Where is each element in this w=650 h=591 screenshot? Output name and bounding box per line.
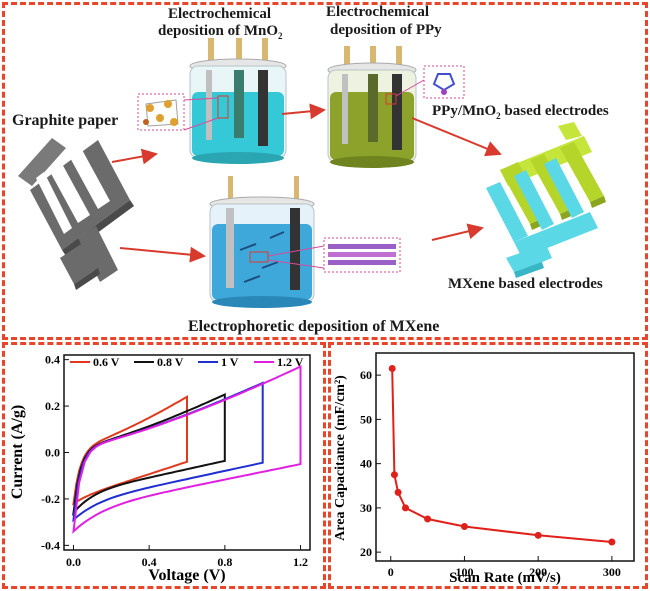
capacitance-point (534, 531, 542, 539)
cv-curve-0p8v (72, 392, 226, 517)
capacitance-x-tick-label: 300 (603, 565, 621, 579)
graphite-paper-label: Graphite paper (12, 112, 119, 129)
cv-y-tick-label: 0.2 (45, 399, 60, 413)
capacitance-x-tick-label: 100 (455, 565, 473, 579)
capacitance-x-axis-label: Scan Rate (mV/s) (449, 570, 561, 586)
capacitance-plot-frame (375, 352, 635, 562)
cv-legend-label: 1 V (221, 355, 239, 369)
mno2-cell-icon (189, 38, 287, 164)
mno2-subscript: 2 (278, 31, 283, 41)
ppy-electrode-icon (500, 122, 606, 230)
arrow-graphite-to-mxene (119, 246, 206, 263)
mxene-electrodes-label: MXene based electrodes (448, 276, 603, 292)
cv-legend-label: 0.8 V (157, 355, 184, 369)
arrow-graphite-to-mno2 (111, 148, 158, 165)
mxene-layers-icon (323, 237, 401, 273)
cv-x-tick-label: 0.0 (66, 555, 81, 569)
ppy-cell-icon (327, 46, 417, 168)
crystal-structure-icon (137, 93, 185, 131)
capacitance-line (391, 368, 612, 543)
capacitance-y-axis-label: Area Capacitance (mF/cm²) (333, 375, 348, 541)
schematic-illustration (18, 38, 606, 308)
capacitance-point (390, 471, 398, 479)
capacitance-y-tick-label: 20 (360, 545, 372, 559)
capacitance-y-tick-label: 60 (360, 368, 372, 382)
mxene-electrode-icon (486, 158, 598, 278)
cv-x-tick-label: 0.4 (142, 555, 157, 569)
capacitance-y-tick-label: 30 (360, 501, 372, 515)
capacitance-point (388, 364, 396, 372)
cv-curve-1v (72, 381, 264, 523)
cv-x-axis-label: Voltage (V) (148, 567, 225, 584)
arrow-mno2-to-ppy (281, 103, 326, 120)
ppy-mno2-electrodes-label: PPy/MnO2 based electrodes (432, 103, 609, 121)
capacitance-x-tick-label: 200 (529, 565, 547, 579)
cv-y-tick-label: 0.0 (45, 446, 60, 460)
capacitance-y-tick-label: 40 (360, 457, 372, 471)
cv-x-tick-label: 1.2 (293, 555, 308, 569)
cv-chart: 0.0 0.4 0.8 1.2 0.4 0.2 0.0 -0.2 -0.4 0.6 V 0.8 … (9, 353, 311, 584)
capacitance-point (401, 504, 409, 512)
cv-y-tick-label: 0.4 (45, 353, 60, 367)
mno2-label-line1: Electrochemical (168, 6, 272, 22)
capacitance-panel (328, 342, 648, 589)
arrow-mxene-to-electrode (431, 223, 484, 241)
arrow-ppy-to-electrode (411, 117, 502, 157)
ppy-mno2-subscript: 2 (496, 111, 501, 121)
graphite-paper-icon (18, 138, 134, 290)
cv-legend-label: 0.6 V (93, 355, 120, 369)
cv-panel (2, 342, 326, 589)
schematic-panel (2, 2, 648, 340)
cv-x-tick-label: 0.8 (217, 555, 232, 569)
ppy-label-line2: deposition of PPy (330, 22, 442, 38)
ppy-molecule-icon (423, 65, 465, 99)
cv-y-tick-label: -0.2 (41, 492, 60, 506)
mxene-cell-icon (209, 176, 315, 308)
capacitance-point (394, 488, 402, 496)
epd-label: Electrophoretic deposition of MXene (188, 318, 440, 335)
cv-y-tick-label: -0.4 (41, 538, 60, 552)
cv-legend-label: 1.2 V (277, 355, 304, 369)
ppy-label-line1: Electrochemical (326, 4, 430, 20)
capacitance-point (608, 538, 616, 546)
cv-curve-1p2v (72, 365, 302, 534)
capacitance-point (460, 522, 468, 530)
capacitance-chart: 0 100 200 300 60 50 40 30 20 Scan Rate (mV/s) A… (333, 352, 635, 586)
capacitance-x-tick-label: 0 (388, 565, 394, 579)
capacitance-y-tick-label: 50 (360, 412, 372, 426)
mno2-label-line2: deposition of MnO2 (158, 23, 283, 41)
capacitance-point (424, 515, 432, 523)
cv-y-axis-label: Current (A/g) (9, 405, 26, 499)
